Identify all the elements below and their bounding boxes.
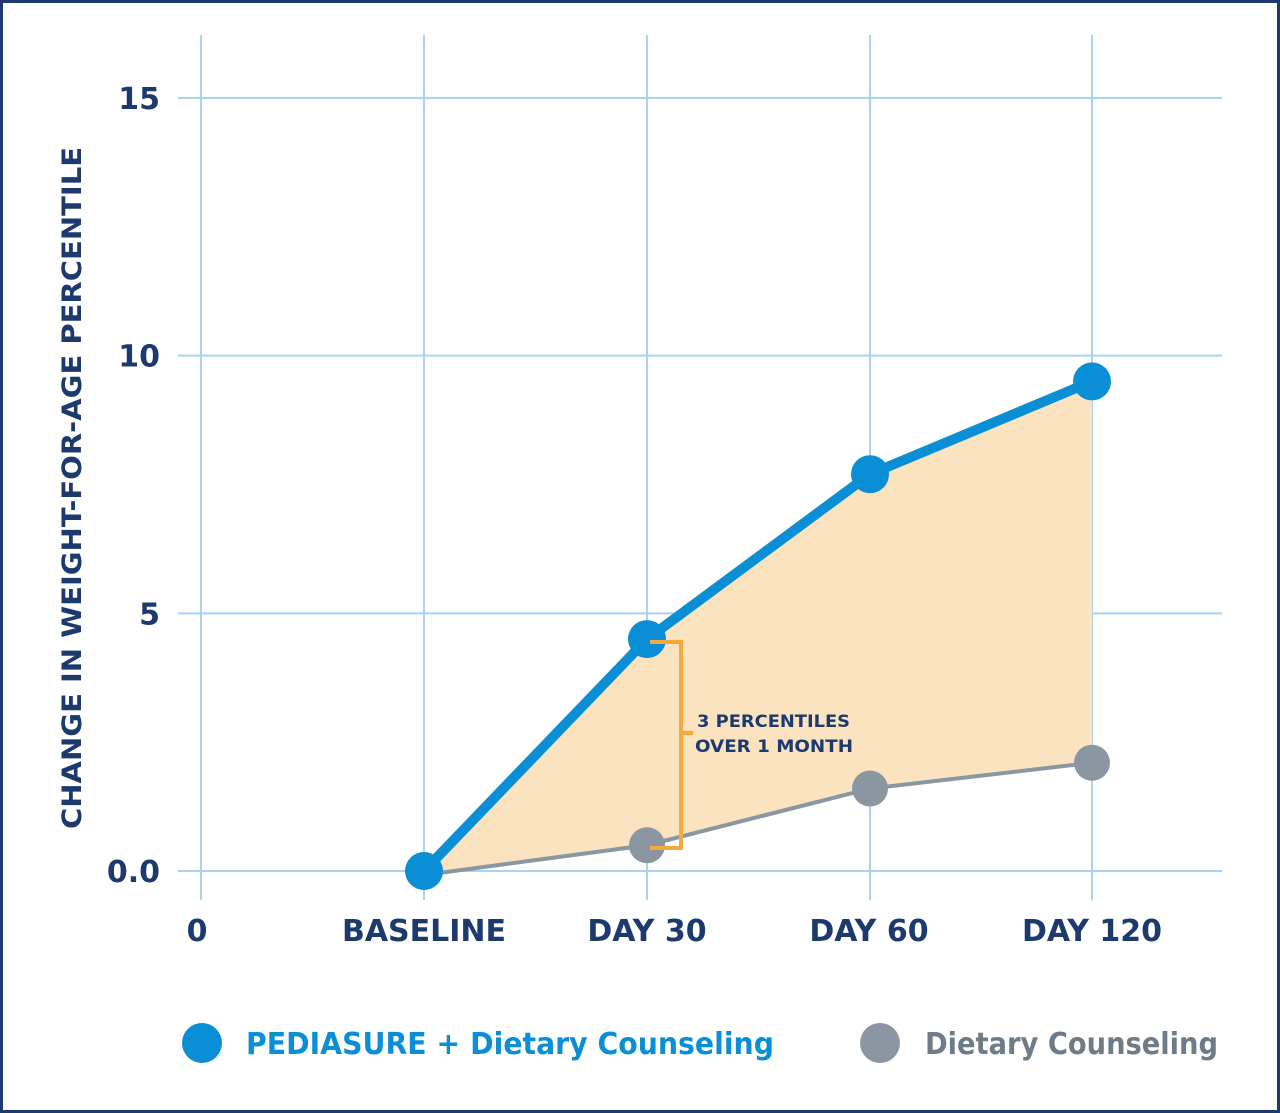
x-tick-label: DAY 30 xyxy=(587,914,706,949)
series-line-dietary-counseling xyxy=(423,760,1093,877)
x-tick-label: BASELINE xyxy=(342,914,506,949)
legend-marker-dietary-counseling xyxy=(860,1023,900,1063)
x-tick-labels: 0 BASELINE DAY 30 DAY 60 DAY 120 xyxy=(187,914,1162,949)
x-tick-label: DAY 120 xyxy=(1022,914,1162,949)
point-pediasure-0 xyxy=(405,852,443,890)
point-pediasure-3 xyxy=(1073,362,1111,401)
legend-label-dietary-counseling: Dietary Counseling xyxy=(925,1027,1218,1062)
legend: PEDIASURE + Dietary Counseling Dietary C… xyxy=(182,1023,1218,1063)
y-tick-label: 0.0 xyxy=(107,855,160,890)
y-tick-label: 5 xyxy=(139,597,160,632)
y-axis-label: CHANGE IN WEIGHT-FOR-AGE PERCENTILE xyxy=(57,147,88,829)
x-tick-label: 0 xyxy=(187,914,208,949)
legend-marker-pediasure xyxy=(182,1023,222,1063)
annotation-line-1: 3 PERCENTILES xyxy=(697,712,850,732)
data-points xyxy=(405,362,1111,890)
point-pediasure-2 xyxy=(851,455,889,494)
series-line-pediasure xyxy=(420,376,1094,875)
point-dietary-counseling-1 xyxy=(629,827,665,864)
legend-label-pediasure: PEDIASURE + Dietary Counseling xyxy=(246,1027,774,1062)
point-dietary-counseling-3 xyxy=(1074,744,1110,781)
difference-area xyxy=(424,381,1092,875)
grid xyxy=(178,35,1222,900)
y-tick-labels: 15 10 5 0.0 xyxy=(107,82,160,890)
point-dietary-counseling-2 xyxy=(852,770,888,807)
annotation-bracket xyxy=(650,640,693,850)
annotation-line-2: OVER 1 MONTH xyxy=(695,737,853,757)
y-tick-label: 15 xyxy=(118,82,160,117)
y-tick-label: 10 xyxy=(118,340,160,375)
x-tick-label: DAY 60 xyxy=(809,914,928,949)
point-pediasure-1 xyxy=(628,620,666,659)
